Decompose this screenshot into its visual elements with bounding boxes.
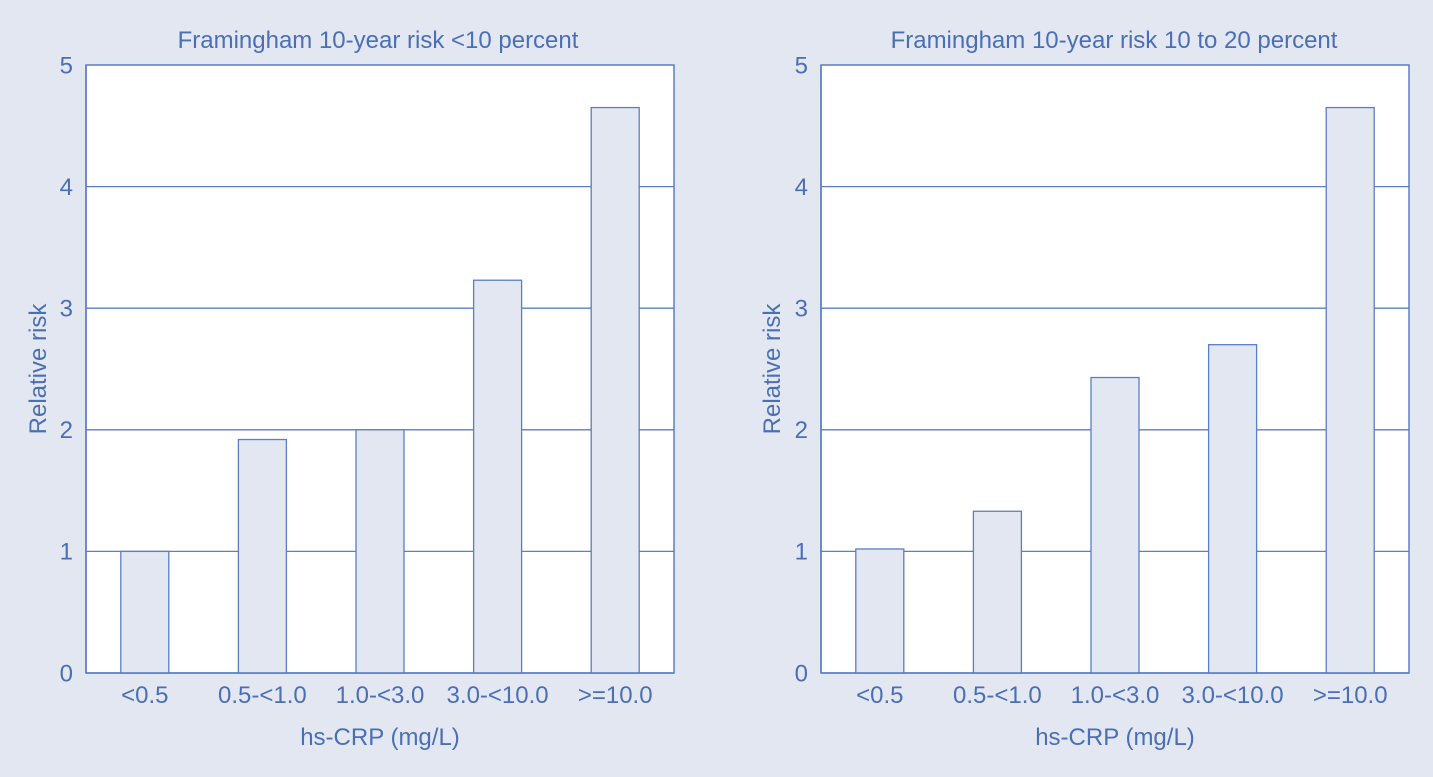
x-tick-label: 3.0-<10.0 [447, 682, 549, 709]
x-axis-label: hs-CRP (mg/L) [300, 724, 460, 751]
y-tick-label: 5 [795, 52, 808, 79]
bar [590, 106, 640, 674]
y-tick-label: 0 [795, 660, 808, 687]
x-tick-label: 0.5-<1.0 [218, 682, 307, 709]
y-tick-label: 3 [60, 296, 73, 323]
bar [1090, 376, 1140, 674]
x-tick-label: 1.0-<3.0 [1071, 682, 1160, 709]
bar [472, 279, 523, 674]
y-tick-label: 3 [795, 296, 808, 323]
y-tick-label: 1 [795, 539, 808, 566]
chart-title: Framingham 10-year risk <10 percent [178, 27, 579, 54]
x-tick-label: 3.0-<10.0 [1182, 682, 1284, 709]
bar [120, 550, 170, 674]
chart-panel-2: 0 1 2 3 4 5 <0.5 0.5-<1.0 1.0-<3.0 3.0-<10.0 >=10.… [759, 27, 1410, 751]
x-tick-label: <0.5 [856, 682, 903, 709]
y-tick-label: 4 [60, 174, 73, 201]
y-tick-label: 2 [795, 417, 808, 444]
x-tick-label: 0.5-<1.0 [953, 682, 1042, 709]
x-tick-label: 1.0-<3.0 [336, 682, 425, 709]
bar [355, 429, 405, 674]
y-tick-label: 0 [60, 660, 73, 687]
y-tick-label: 4 [795, 174, 808, 201]
bar [237, 438, 288, 674]
chart-panel-1: 0 1 2 3 4 5 <0.5 0.5-<1.0 1.0-<3.0 3.0-<10.0 >=10.… [25, 27, 675, 751]
bar [855, 548, 905, 674]
bar [972, 510, 1023, 674]
y-axis-label: Relative risk [25, 303, 52, 435]
chart-title: Framingham 10-year risk 10 to 20 percent [891, 27, 1338, 54]
bar [1207, 344, 1258, 674]
x-tick-label: >=10.0 [578, 682, 653, 709]
y-tick-label: 5 [60, 52, 73, 79]
bar [1325, 106, 1375, 674]
x-tick-label: >=10.0 [1313, 682, 1388, 709]
y-tick-label: 1 [60, 539, 73, 566]
y-axis-label: Relative risk [759, 303, 786, 435]
y-tick-label: 2 [60, 417, 73, 444]
x-tick-label: <0.5 [121, 682, 168, 709]
x-axis-label: hs-CRP (mg/L) [1035, 724, 1195, 751]
